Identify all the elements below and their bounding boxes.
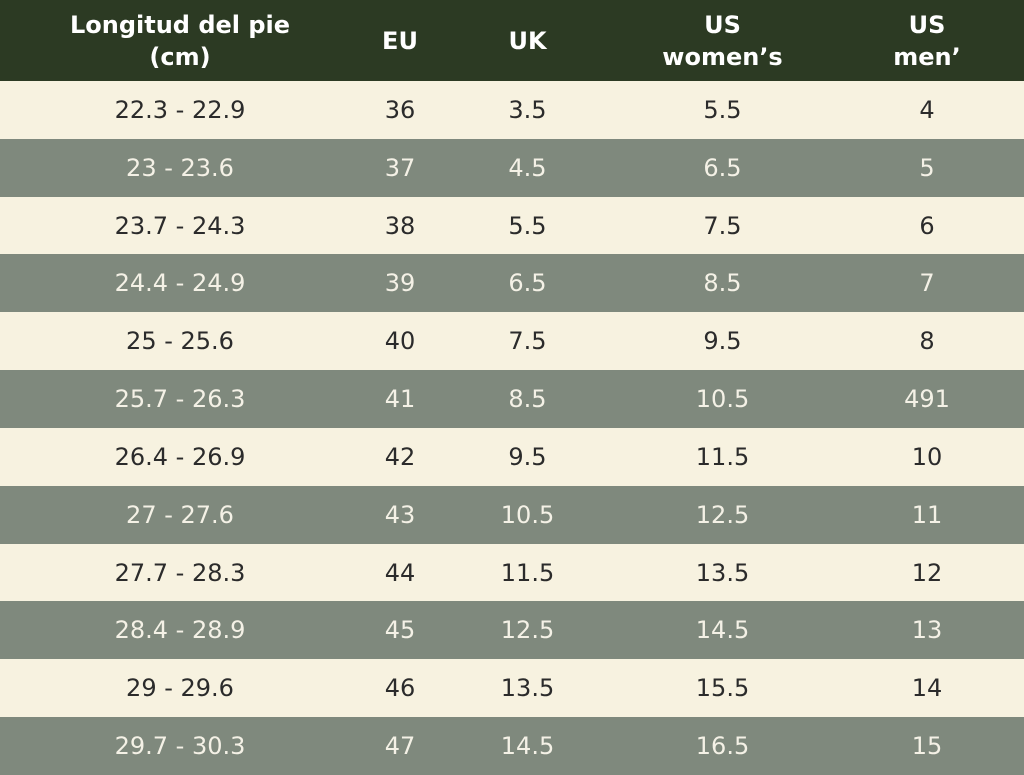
cell-us-women: 15.5	[695, 674, 750, 703]
cell-us-women: 13.5	[695, 558, 750, 587]
header-foot-length: Longitud del pie (cm)	[69, 10, 291, 71]
cell-eu: 46	[384, 674, 416, 703]
header-us-men: US men’	[893, 10, 961, 71]
cell-us-women: 6.5	[703, 153, 742, 182]
cell-uk: 14.5	[500, 732, 555, 761]
cell-uk: 11.5	[500, 558, 555, 587]
table-row: 26.4 - 26.9 42 9.5 11.5 10	[0, 427, 1024, 486]
cell-us-men: 14	[911, 674, 943, 703]
cell-foot-length: 25.7 - 26.3	[114, 385, 246, 414]
cell-eu: 45	[384, 616, 416, 645]
cell-foot-length: 27.7 - 28.3	[114, 558, 246, 587]
table-row: 27 - 27.6 43 10.5 12.5 11	[0, 485, 1024, 544]
table-row: 28.4 - 28.9 45 12.5 14.5 13	[0, 601, 1024, 660]
table-row: 24.4 - 24.9 39 6.5 8.5 7	[0, 254, 1024, 313]
cell-foot-length: 29 - 29.6	[126, 674, 234, 703]
table-row: 29.7 - 30.3 47 14.5 16.5 15	[0, 717, 1024, 775]
cell-us-women: 8.5	[703, 269, 742, 298]
cell-us-women: 12.5	[695, 500, 750, 529]
cell-us-women: 16.5	[695, 732, 750, 761]
header-uk: UK	[508, 26, 547, 55]
cell-uk: 8.5	[508, 385, 547, 414]
cell-foot-length: 23.7 - 24.3	[114, 211, 246, 240]
cell-us-men: 491	[904, 385, 950, 414]
cell-us-women: 11.5	[695, 442, 750, 471]
cell-uk: 13.5	[500, 674, 555, 703]
cell-us-men: 10	[911, 442, 943, 471]
cell-eu: 44	[384, 558, 416, 587]
table-row: 27.7 - 28.3 44 11.5 13.5 12	[0, 543, 1024, 602]
cell-uk: 9.5	[508, 442, 547, 471]
cell-us-men: 4	[919, 95, 935, 124]
cell-uk: 5.5	[508, 211, 547, 240]
cell-us-men: 5	[919, 153, 935, 182]
cell-us-men: 6	[919, 211, 935, 240]
cell-uk: 12.5	[500, 616, 555, 645]
cell-us-women: 9.5	[703, 327, 742, 356]
cell-foot-length: 24.4 - 24.9	[114, 269, 246, 298]
cell-us-women: 7.5	[703, 211, 742, 240]
cell-eu: 40	[384, 327, 416, 356]
cell-uk: 3.5	[508, 95, 547, 124]
cell-eu: 39	[384, 269, 416, 298]
cell-eu: 43	[384, 500, 416, 529]
table-row: 23 - 23.6 37 4.5 6.5 5	[0, 138, 1024, 197]
cell-us-men: 13	[911, 616, 943, 645]
cell-us-men: 11	[911, 500, 943, 529]
cell-us-women: 5.5	[703, 95, 742, 124]
table-header: Longitud del pie (cm) EU UK US women’s U…	[0, 0, 1024, 81]
table-row: 29 - 29.6 46 13.5 15.5 14	[0, 659, 1024, 718]
table-row: 25.7 - 26.3 41 8.5 10.5 491	[0, 370, 1024, 428]
cell-foot-length: 26.4 - 26.9	[114, 442, 246, 471]
header-eu: EU	[382, 26, 418, 55]
table-row: 22.3 - 22.9 36 3.5 5.5 4	[0, 81, 1024, 139]
header-us-women: US women’s	[662, 10, 783, 71]
cell-eu: 38	[384, 211, 416, 240]
cell-us-women: 14.5	[695, 616, 750, 645]
cell-foot-length: 23 - 23.6	[126, 153, 234, 182]
cell-foot-length: 29.7 - 30.3	[114, 732, 246, 761]
cell-uk: 4.5	[508, 153, 547, 182]
cell-us-men: 15	[911, 732, 943, 761]
cell-foot-length: 25 - 25.6	[126, 327, 234, 356]
cell-us-women: 10.5	[695, 385, 750, 414]
cell-eu: 42	[384, 442, 416, 471]
cell-uk: 7.5	[508, 327, 547, 356]
table-row: 25 - 25.6 40 7.5 9.5 8	[0, 312, 1024, 371]
cell-eu: 37	[384, 153, 416, 182]
cell-eu: 36	[384, 95, 416, 124]
cell-foot-length: 28.4 - 28.9	[114, 616, 246, 645]
cell-uk: 10.5	[500, 500, 555, 529]
cell-uk: 6.5	[508, 269, 547, 298]
cell-us-men: 8	[919, 327, 935, 356]
cell-foot-length: 22.3 - 22.9	[114, 95, 246, 124]
cell-eu: 41	[384, 385, 416, 414]
cell-us-men: 12	[911, 558, 943, 587]
table-row: 23.7 - 24.3 38 5.5 7.5 6	[0, 196, 1024, 255]
cell-eu: 47	[384, 732, 416, 761]
cell-foot-length: 27 - 27.6	[126, 500, 234, 529]
cell-us-men: 7	[919, 269, 935, 298]
